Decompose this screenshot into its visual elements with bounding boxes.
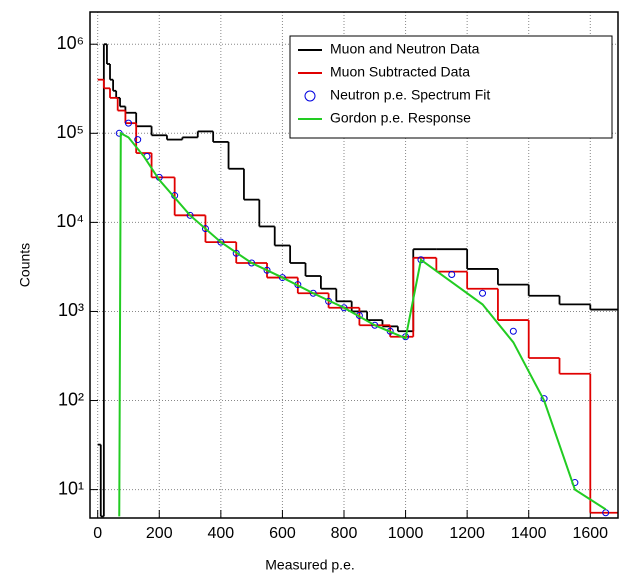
x-tick-label: 1000 bbox=[388, 525, 424, 542]
marker bbox=[134, 136, 142, 144]
legend-marker bbox=[304, 90, 316, 102]
marker bbox=[509, 327, 517, 335]
y-tick-label: 10³ bbox=[58, 300, 84, 320]
x-tick-label: 1200 bbox=[449, 525, 485, 542]
marker bbox=[479, 289, 487, 297]
marker bbox=[124, 119, 132, 127]
x-tick-label: 600 bbox=[269, 525, 296, 542]
marker bbox=[278, 274, 286, 282]
x-tick-label: 1400 bbox=[511, 525, 547, 542]
y-tick-label: 10¹ bbox=[58, 478, 84, 498]
x-tick-label: 400 bbox=[207, 525, 234, 542]
marker bbox=[263, 266, 271, 274]
legend-label: Muon and Neutron Data bbox=[330, 41, 480, 57]
x-tick-label: 1600 bbox=[572, 525, 608, 542]
marker bbox=[248, 259, 256, 267]
legend-label: Muon Subtracted Data bbox=[330, 64, 470, 80]
marker bbox=[232, 249, 240, 257]
y-axis-label: Counts bbox=[17, 243, 33, 287]
legend-label: Gordon p.e. Response bbox=[330, 110, 471, 126]
x-tick-label: 800 bbox=[331, 525, 358, 542]
marker bbox=[602, 509, 610, 517]
marker bbox=[371, 321, 379, 329]
x-axis-label: Measured p.e. bbox=[265, 557, 355, 573]
y-tick-label: 10⁶ bbox=[57, 33, 84, 53]
marker bbox=[309, 289, 317, 297]
legend-box bbox=[289, 35, 613, 139]
legend-label: Neutron p.e. Spectrum Fit bbox=[330, 87, 490, 103]
y-tick-label: 10⁴ bbox=[56, 211, 84, 231]
plot-frame bbox=[89, 11, 619, 519]
x-tick-label: 200 bbox=[146, 525, 173, 542]
marker bbox=[186, 211, 194, 219]
marker bbox=[340, 304, 348, 312]
marker bbox=[201, 225, 209, 233]
line bbox=[118, 131, 607, 517]
x-tick-label: 0 bbox=[93, 525, 102, 542]
plot bbox=[97, 43, 618, 518]
y-tick-label: 10⁵ bbox=[57, 122, 84, 142]
marker bbox=[448, 270, 456, 278]
marker bbox=[217, 238, 225, 246]
y-tick-label: 10² bbox=[58, 389, 84, 409]
